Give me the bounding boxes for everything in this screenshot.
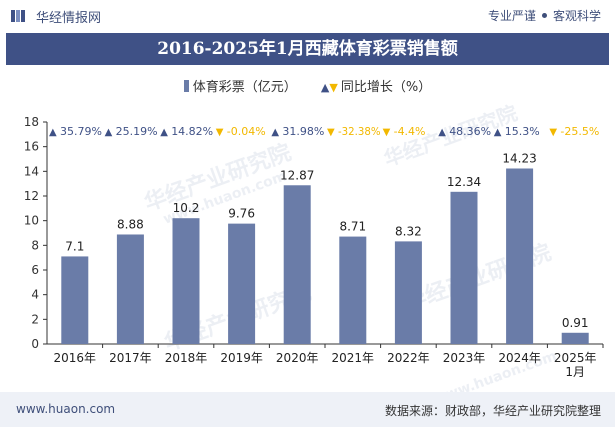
tagline-dot-icon bbox=[541, 13, 547, 18]
x-tick-label: 2025年 1月 bbox=[554, 351, 597, 379]
triangle-down-icon: ▼ bbox=[329, 81, 338, 94]
footer: www.huaon.com 数据来源：财政部，华经产业研究院整理 bbox=[0, 392, 615, 427]
growth-down-icon: ▼ bbox=[216, 127, 224, 138]
y-tick-label: 14 bbox=[24, 164, 39, 178]
bar-value-label: 0.91 bbox=[562, 316, 589, 330]
growth-down-icon: ▼ bbox=[327, 127, 335, 138]
x-tick-label: 2018年 bbox=[165, 351, 208, 365]
bar bbox=[116, 234, 144, 344]
legend-item-sales: 体育彩票（亿元） bbox=[183, 76, 297, 95]
x-tick-label: 2016年 bbox=[54, 351, 97, 365]
bar bbox=[283, 185, 311, 344]
y-tick-label: 10 bbox=[24, 214, 39, 228]
bar-value-label: 10.2 bbox=[173, 201, 200, 215]
x-tick-label: 2023年 bbox=[443, 351, 486, 365]
data-source: 数据来源：财政部，华经产业研究院整理 bbox=[384, 404, 601, 418]
bar-swatch-icon bbox=[183, 80, 189, 92]
growth-up-icon: ▲ bbox=[49, 127, 57, 138]
growth-up-icon: ▲ bbox=[438, 127, 446, 138]
growth-up-icon: ▲ bbox=[271, 127, 279, 138]
tagline: 专业严谨 客观科学 bbox=[488, 7, 601, 24]
legend-item-growth: ▲▼ 同比增长（%） bbox=[321, 76, 431, 95]
growth-up-icon: ▲ bbox=[160, 127, 168, 138]
y-tick-label: 18 bbox=[24, 115, 39, 129]
bar bbox=[172, 218, 200, 344]
bar bbox=[561, 332, 589, 344]
bar bbox=[506, 168, 534, 344]
footer-url: www.huaon.com bbox=[16, 402, 116, 416]
bar-value-label: 8.32 bbox=[395, 224, 422, 238]
chart-title: 2016-2025年1月西藏体育彩票销售额 bbox=[157, 39, 458, 59]
x-tick-label: 2022年 bbox=[387, 351, 430, 365]
y-tick-label: 0 bbox=[31, 337, 39, 351]
y-tick-label: 6 bbox=[31, 263, 39, 277]
growth-label: 25.19% bbox=[116, 125, 158, 138]
title-bar: 2016-2025年1月西藏体育彩票销售额 bbox=[6, 33, 609, 65]
bar-value-label: 12.34 bbox=[447, 175, 481, 189]
bar bbox=[228, 223, 256, 344]
growth-label: -32.38% bbox=[338, 125, 381, 138]
bar-value-label: 7.1 bbox=[65, 239, 84, 253]
growth-label: -4.4% bbox=[394, 125, 426, 138]
bar bbox=[450, 191, 478, 344]
x-tick-label: 2020年 bbox=[276, 351, 319, 365]
growth-label: -25.5% bbox=[560, 125, 599, 138]
growth-up-icon: ▲ bbox=[494, 127, 502, 138]
growth-label: -0.04% bbox=[227, 125, 266, 138]
growth-label: 15.3% bbox=[505, 125, 540, 138]
x-tick-label: 2021年 bbox=[332, 351, 375, 365]
bar-value-label: 9.76 bbox=[228, 207, 255, 221]
growth-label: 48.36% bbox=[449, 125, 491, 138]
tagline-right: 客观科学 bbox=[552, 9, 601, 23]
bar-value-label: 8.71 bbox=[339, 220, 366, 234]
y-tick-label: 12 bbox=[24, 189, 39, 203]
tagline-left: 专业严谨 bbox=[487, 9, 536, 23]
bar-value-label: 8.88 bbox=[117, 217, 144, 231]
bar bbox=[61, 256, 89, 344]
growth-label: 31.98% bbox=[282, 125, 324, 138]
growth-label: 35.79% bbox=[60, 125, 102, 138]
growth-down-icon: ▼ bbox=[549, 127, 557, 138]
triangle-up-icon: ▲ bbox=[320, 81, 330, 94]
growth-up-icon: ▲ bbox=[105, 127, 113, 138]
brand-name: 华经情报网 bbox=[36, 11, 102, 26]
y-tick-label: 16 bbox=[24, 140, 39, 154]
x-tick-label: 2024年 bbox=[498, 351, 541, 365]
x-tick-label: 2017年 bbox=[109, 351, 152, 365]
bar-value-label: 12.87 bbox=[280, 168, 314, 182]
bar-value-label: 14.23 bbox=[502, 151, 536, 165]
legend-label-growth: 同比增长（%） bbox=[340, 80, 432, 95]
y-tick-label: 4 bbox=[31, 288, 39, 302]
brand-logo-icon bbox=[11, 10, 25, 22]
growth-label: 14.82% bbox=[171, 125, 213, 138]
chart-legend: 体育彩票（亿元） ▲▼ 同比增长（%） bbox=[0, 76, 615, 95]
top-bar: 华经情报网 专业严谨 客观科学 bbox=[0, 0, 615, 30]
x-tick-label: 2019年 bbox=[220, 351, 263, 365]
y-tick-label: 8 bbox=[31, 238, 39, 252]
bar bbox=[394, 241, 422, 344]
y-tick-label: 2 bbox=[31, 312, 39, 326]
growth-down-icon: ▼ bbox=[383, 127, 391, 138]
bar bbox=[339, 236, 367, 344]
legend-label-sales: 体育彩票（亿元） bbox=[192, 80, 297, 95]
